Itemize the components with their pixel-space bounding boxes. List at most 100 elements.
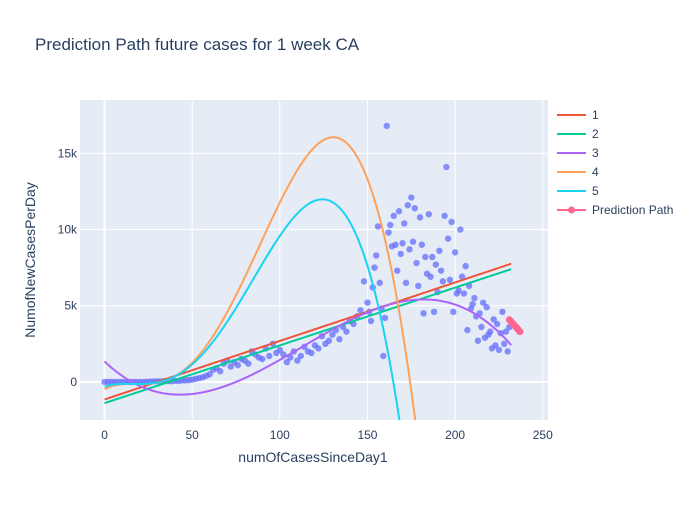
scatter-point: [390, 212, 397, 220]
chart-title: Prediction Path future cases for 1 week …: [35, 35, 360, 54]
scatter-point: [371, 264, 378, 271]
scatter-point: [373, 252, 380, 259]
legend-label: 2: [592, 127, 599, 141]
scatter-point: [376, 279, 383, 287]
legend-label: 3: [592, 146, 599, 160]
y-tick-label: 0: [70, 375, 77, 389]
scatter-point: [266, 352, 273, 360]
scatter-point: [381, 314, 389, 322]
scatter-point: [329, 331, 336, 338]
scatter-point: [469, 300, 476, 308]
scatter-point: [439, 278, 447, 285]
scatter-point: [448, 218, 455, 226]
scatter-point: [479, 299, 487, 306]
x-tick-label: 250: [533, 428, 553, 442]
scatter-point: [283, 358, 291, 366]
y-axis-title: NumofNewCasesPerDay: [22, 182, 38, 338]
scatter-point: [416, 214, 424, 221]
prediction-path-point: [516, 328, 524, 336]
scatter-point: [308, 349, 315, 357]
scatter-point: [474, 337, 482, 344]
scatter-point: [315, 345, 322, 352]
x-tick-label: 50: [186, 428, 200, 442]
scatter-point: [462, 262, 469, 270]
scatter-point: [430, 308, 438, 316]
scatter-point: [504, 348, 511, 355]
scatter-point: [500, 340, 508, 348]
scatter-point: [436, 247, 443, 255]
scatter-point: [406, 246, 413, 253]
scatter-point: [492, 342, 499, 349]
scatter-point: [499, 308, 506, 316]
plot-clip-group: [101, 122, 524, 420]
scatter-point: [425, 211, 433, 218]
scatter-point: [374, 223, 382, 230]
scatter-point: [392, 241, 399, 248]
scatter-point: [444, 235, 452, 242]
scatter-point: [464, 326, 471, 334]
legend-label: 4: [592, 165, 599, 179]
scatter-point: [336, 336, 343, 343]
scatter-point: [411, 204, 418, 212]
scatter-point: [401, 220, 408, 227]
scatter-point: [446, 276, 454, 284]
scatter-point: [437, 267, 445, 274]
scatter-point: [502, 328, 510, 335]
scatter-point: [441, 212, 448, 220]
scatter-point: [394, 267, 401, 274]
legend-label: 1: [592, 108, 599, 122]
x-tick-label: 200: [445, 428, 465, 442]
x-tick-label: 100: [270, 428, 290, 442]
scatter-point: [457, 226, 464, 233]
scatter-point: [399, 240, 406, 247]
legend-label: 5: [592, 184, 599, 198]
legend-label: Prediction Path: [592, 203, 673, 217]
scatter-point: [227, 363, 234, 370]
series-line-3: [103, 298, 512, 396]
legend: 1 2 3 4 5 Prediction Path: [557, 108, 673, 217]
scatter-point: [259, 355, 266, 363]
series-line-5: [104, 198, 401, 420]
scatter-point: [418, 241, 425, 248]
x-axis-title: numOfCasesSinceDay1: [238, 449, 388, 465]
scatter-point: [432, 261, 440, 268]
scatter-point: [409, 238, 417, 245]
series-line-2: [104, 268, 512, 405]
scatter-point: [458, 273, 466, 280]
scatter-point: [478, 323, 485, 331]
axis-labels: 0 50 100 150 200 250 0 5k 10k 15k: [58, 146, 553, 442]
scatter-point: [422, 253, 429, 261]
scatter-point: [287, 354, 294, 361]
scatter-point: [408, 194, 415, 201]
legend-marker: [568, 206, 575, 214]
scatter-point: [245, 360, 252, 367]
scatter-point: [471, 294, 478, 302]
scatter-point: [415, 282, 422, 290]
scatter-point: [380, 352, 387, 360]
scatter-point: [217, 368, 224, 375]
scatter-point: [490, 316, 497, 323]
scatter-point: [294, 357, 301, 364]
scatter-point: [397, 250, 404, 258]
scatter-point: [364, 299, 371, 306]
scatter-point: [343, 328, 350, 335]
scatter-point: [276, 346, 284, 354]
scatter-point: [395, 208, 403, 215]
scatter-point: [367, 317, 375, 325]
x-tick-label: 0: [101, 428, 108, 442]
y-tick-label: 15k: [58, 146, 78, 160]
y-tick-label: 10k: [58, 223, 78, 237]
scatter-point: [451, 249, 459, 256]
scatter-point: [495, 346, 503, 354]
y-tick-label: 5k: [64, 299, 78, 313]
scatter-point: [360, 278, 368, 285]
scatter-point: [443, 163, 450, 171]
scatter-point: [493, 320, 501, 328]
scatter-point: [413, 259, 420, 267]
scatter-point: [450, 308, 457, 316]
scatter-point: [297, 352, 305, 360]
scatter-point: [460, 290, 468, 297]
scatter-point: [420, 310, 427, 317]
scatter-point: [383, 122, 390, 130]
